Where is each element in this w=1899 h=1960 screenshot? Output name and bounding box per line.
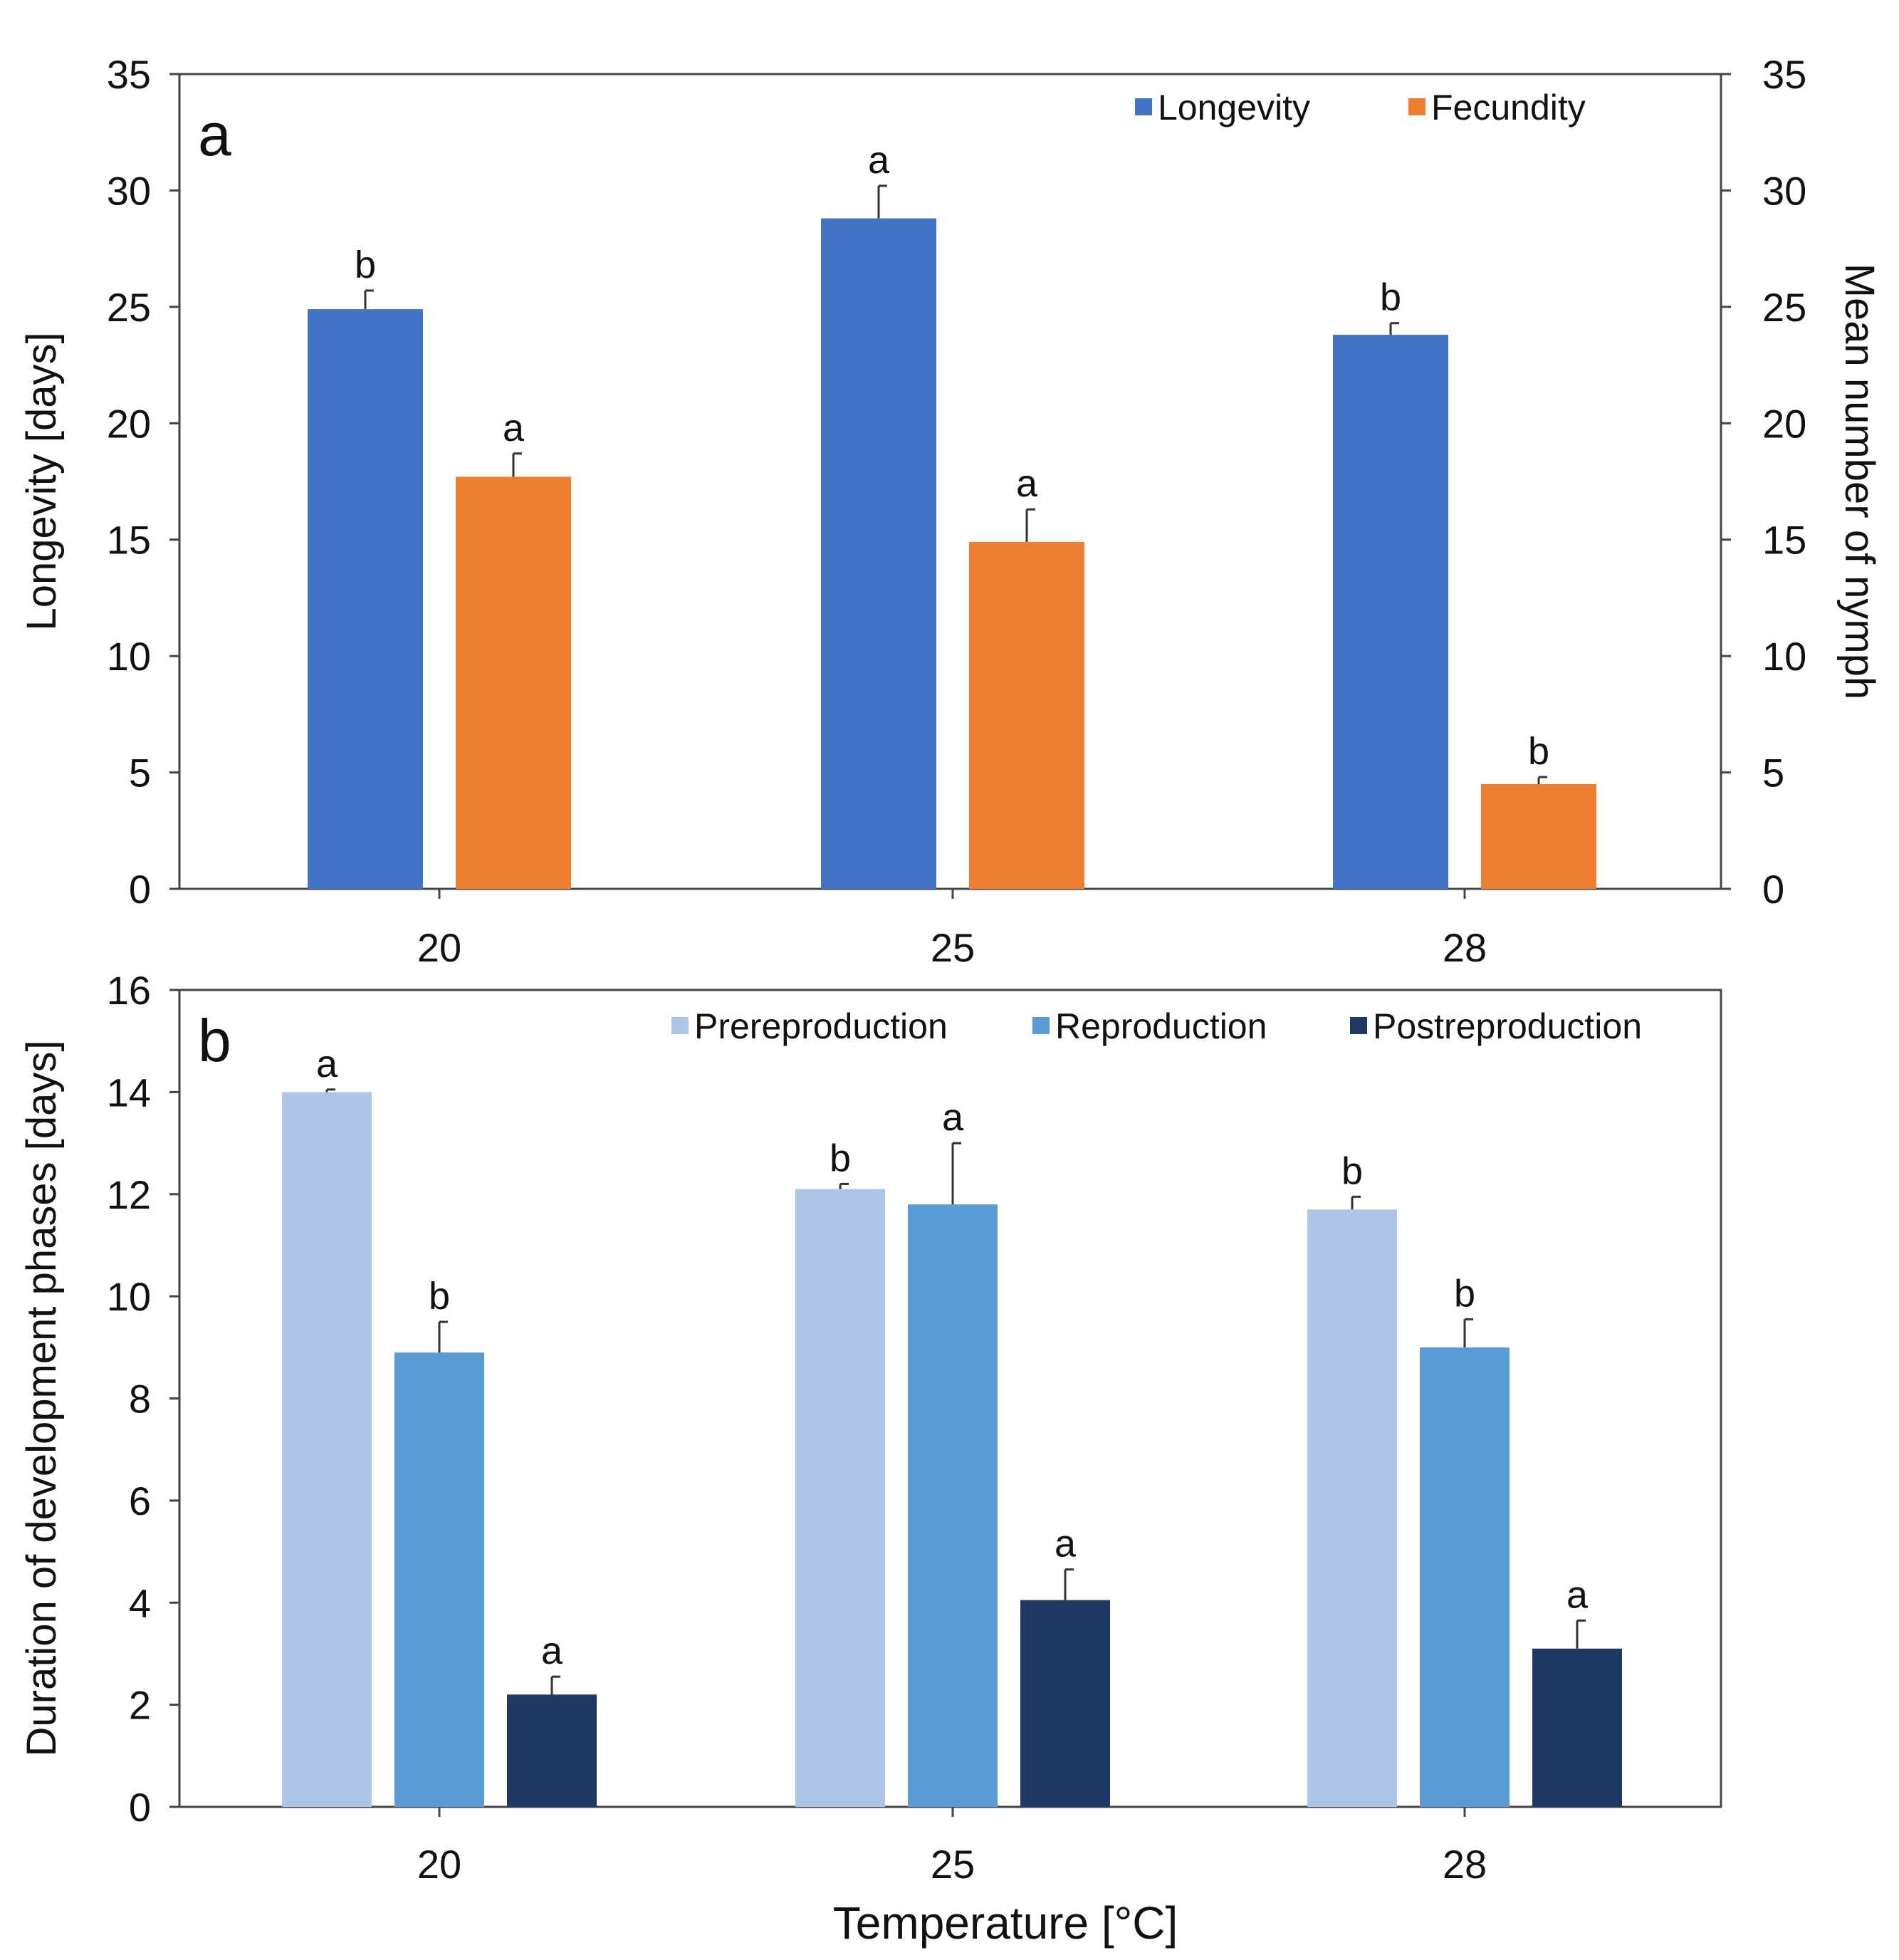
y-tick-label: 14 (107, 1070, 151, 1115)
y2-tick-label: 20 (1762, 401, 1806, 446)
significance-letter: b (1454, 1272, 1475, 1315)
y2-tick-label: 30 (1762, 168, 1806, 213)
significance-letter: b (1528, 730, 1549, 773)
y-tick-label: 8 (129, 1377, 151, 1422)
y-tick-label: 4 (129, 1580, 151, 1625)
bar-longevity (821, 218, 936, 889)
y-tick-label: 2 (129, 1683, 151, 1728)
plot-frame (178, 73, 1722, 890)
legend-swatch (1408, 98, 1425, 115)
x-tick-label: 25 (931, 1842, 975, 1887)
y-tick-label: 16 (107, 968, 151, 1013)
y2-axis-title: Mean number of nymph (1836, 264, 1883, 700)
panel-letter: b (198, 1007, 231, 1074)
y-tick-label: 10 (107, 634, 151, 679)
significance-letter: a (1016, 462, 1038, 505)
bar-fecundity (969, 541, 1084, 889)
y-tick-label: 12 (107, 1172, 151, 1217)
bar-longevity (308, 309, 423, 889)
y2-tick-label: 35 (1762, 52, 1806, 97)
y-tick-label: 5 (129, 751, 151, 796)
bar-reproduction (908, 1204, 998, 1807)
panel-a: 0 5 10 15 20 25 30 35 0 5 10 15 20 25 30 35 20 25 28 b a b a a b… (19, 52, 1883, 970)
significance-letter: b (1341, 1150, 1363, 1192)
y-tick-label: 0 (129, 1785, 151, 1830)
y-tick-label: 10 (107, 1274, 151, 1319)
x-tick-label: 20 (417, 925, 461, 970)
x-tick-label: 28 (1443, 1842, 1487, 1887)
legend-swatch (1350, 1017, 1367, 1034)
significance-letter: a (1055, 1523, 1077, 1565)
bar-prereproduction (282, 1092, 372, 1807)
significance-letter: b (830, 1137, 851, 1179)
legend-swatch (1032, 1017, 1050, 1034)
y-tick-label: 20 (107, 401, 151, 446)
significance-letter: b (1380, 276, 1401, 319)
significance-letter: a (316, 1043, 338, 1085)
y2-tick-label: 15 (1762, 518, 1806, 563)
bar-fecundity (1481, 783, 1596, 889)
legend-label: Prereproduction (694, 1006, 948, 1046)
y2-tick-label: 0 (1762, 867, 1784, 912)
significance-letter: b (429, 1275, 450, 1318)
y-tick-label: 35 (107, 52, 151, 97)
bar-fecundity (456, 476, 571, 889)
significance-letter: a (541, 1630, 563, 1672)
legend-swatch (1135, 98, 1152, 115)
bar-prereproduction (795, 1189, 885, 1807)
legend-label: Longevity (1158, 88, 1310, 127)
y-tick-label: 0 (129, 867, 151, 912)
bar-reproduction (394, 1352, 484, 1807)
significance-letter: a (503, 407, 525, 449)
legend-label: Postreproduction (1373, 1006, 1642, 1046)
legend-label: Reproduction (1055, 1006, 1267, 1046)
x-tick-label: 25 (931, 925, 975, 970)
y-axis-title: Longevity [days] (19, 332, 65, 630)
x-tick-label: 20 (417, 1842, 461, 1887)
significance-letter: a (1566, 1573, 1589, 1616)
bar-postreproduction (507, 1694, 597, 1807)
bar-longevity (1333, 335, 1448, 890)
bar-postreproduction (1532, 1648, 1622, 1807)
y2-tick-label: 10 (1762, 634, 1806, 679)
bar-reproduction (1420, 1347, 1510, 1807)
significance-letter: a (868, 139, 890, 182)
x-tick-label: 28 (1443, 925, 1487, 970)
bar-prereproduction (1307, 1209, 1397, 1807)
legend-label: Fecundity (1431, 88, 1586, 127)
y-tick-label: 15 (107, 518, 151, 563)
y2-tick-label: 25 (1762, 285, 1806, 330)
y2-tick-label: 5 (1762, 751, 1784, 796)
y-axis-title: Duration of development phases [days] (19, 1041, 65, 1757)
significance-letter: b (355, 244, 376, 286)
legend-swatch (671, 1017, 689, 1034)
y-tick-label: 25 (107, 285, 151, 330)
bar-postreproduction (1020, 1600, 1110, 1807)
significance-letter: a (942, 1096, 964, 1139)
y-tick-label: 6 (129, 1479, 151, 1523)
panel-b: 0 2 4 6 8 10 12 14 16 20 25 28 a b b b a b a a a Prereproduct… (19, 968, 1722, 1949)
panel-letter: a (198, 101, 231, 168)
y-tick-label: 30 (107, 168, 151, 213)
x-axis-title: Temperature [°C] (833, 1897, 1178, 1949)
